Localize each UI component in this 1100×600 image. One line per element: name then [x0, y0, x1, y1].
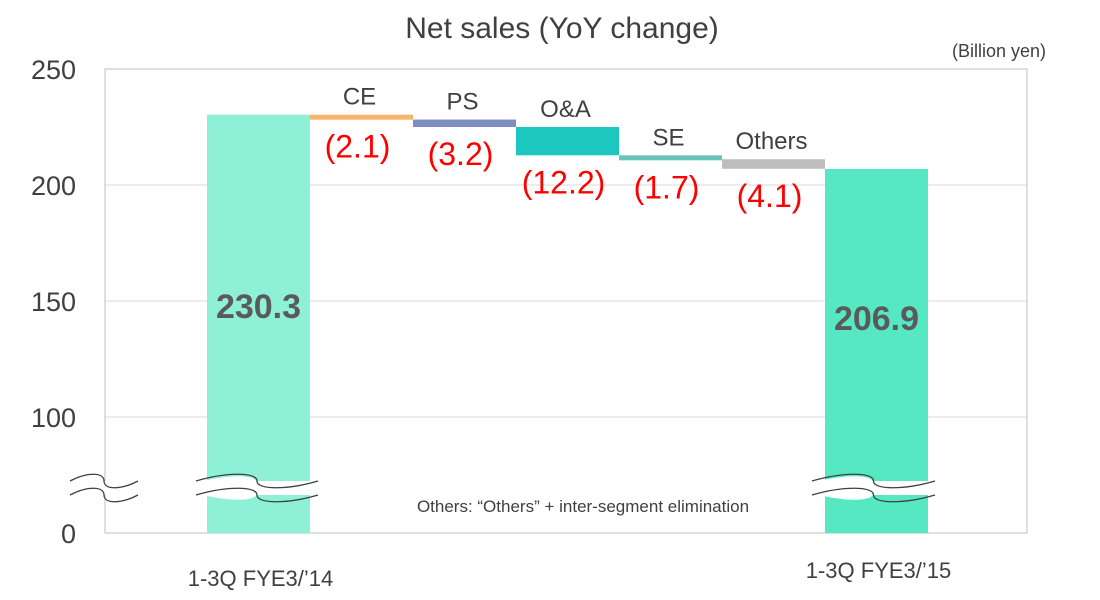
step-bar: [310, 114, 413, 120]
axis-break-gap: [70, 481, 138, 495]
y-tick-label: 0: [61, 519, 76, 549]
axis-break-marks: [69, 473, 936, 503]
step-value-label: (12.2): [522, 164, 606, 200]
step-bar: [516, 127, 619, 156]
y-tick-label: 100: [31, 403, 76, 433]
y-axis-ticks: 0 100 150 200 250: [31, 55, 76, 549]
axis-break-line: [195, 473, 319, 489]
start-bar: [207, 114, 310, 533]
step-category-label: PS: [446, 89, 478, 116]
axis-break-line: [69, 487, 139, 503]
step-category-label: Others: [735, 128, 807, 155]
bar-labels: 230.3 1-3Q FYE3/’14 CE (2.1) PS (3.2) O&A (12.2…: [188, 84, 952, 591]
y-tick-label: 150: [31, 287, 76, 317]
step-bar: [619, 155, 722, 161]
chart-title: Net sales (YoY change): [405, 12, 719, 45]
x-tick-label-start: 1-3Q FYE3/’14: [188, 566, 334, 591]
axis-break-line: [195, 487, 319, 503]
axis-break-line: [811, 487, 936, 503]
y-tick-label: 250: [31, 55, 76, 85]
step-category-label: SE: [652, 124, 684, 151]
step-value-label: (2.1): [325, 129, 391, 165]
axis-break-gap: [812, 481, 935, 495]
axis-break-gap: [196, 481, 318, 495]
start-bar-value: 230.3: [216, 288, 301, 326]
end-bar: [825, 168, 928, 533]
step-value-label: (3.2): [428, 136, 494, 172]
step-bar: [413, 119, 516, 127]
axis-break-line: [69, 473, 139, 489]
end-bar-value: 206.9: [834, 300, 919, 338]
step-bar: [722, 159, 825, 169]
axis-break-line: [811, 473, 936, 489]
footnote: Others: “Others” + inter-segment elimina…: [417, 497, 749, 516]
bars: [207, 114, 928, 533]
x-tick-label-end: 1-3Q FYE3/’15: [806, 558, 952, 583]
step-value-label: (1.7): [634, 169, 700, 205]
y-tick-label: 200: [31, 171, 76, 201]
plot-area-frame: [104, 68, 1028, 534]
step-category-label: O&A: [540, 96, 591, 123]
step-value-label: (4.1): [737, 178, 803, 214]
unit-label: (Billion yen): [952, 41, 1046, 61]
step-category-label: CE: [343, 84, 376, 111]
